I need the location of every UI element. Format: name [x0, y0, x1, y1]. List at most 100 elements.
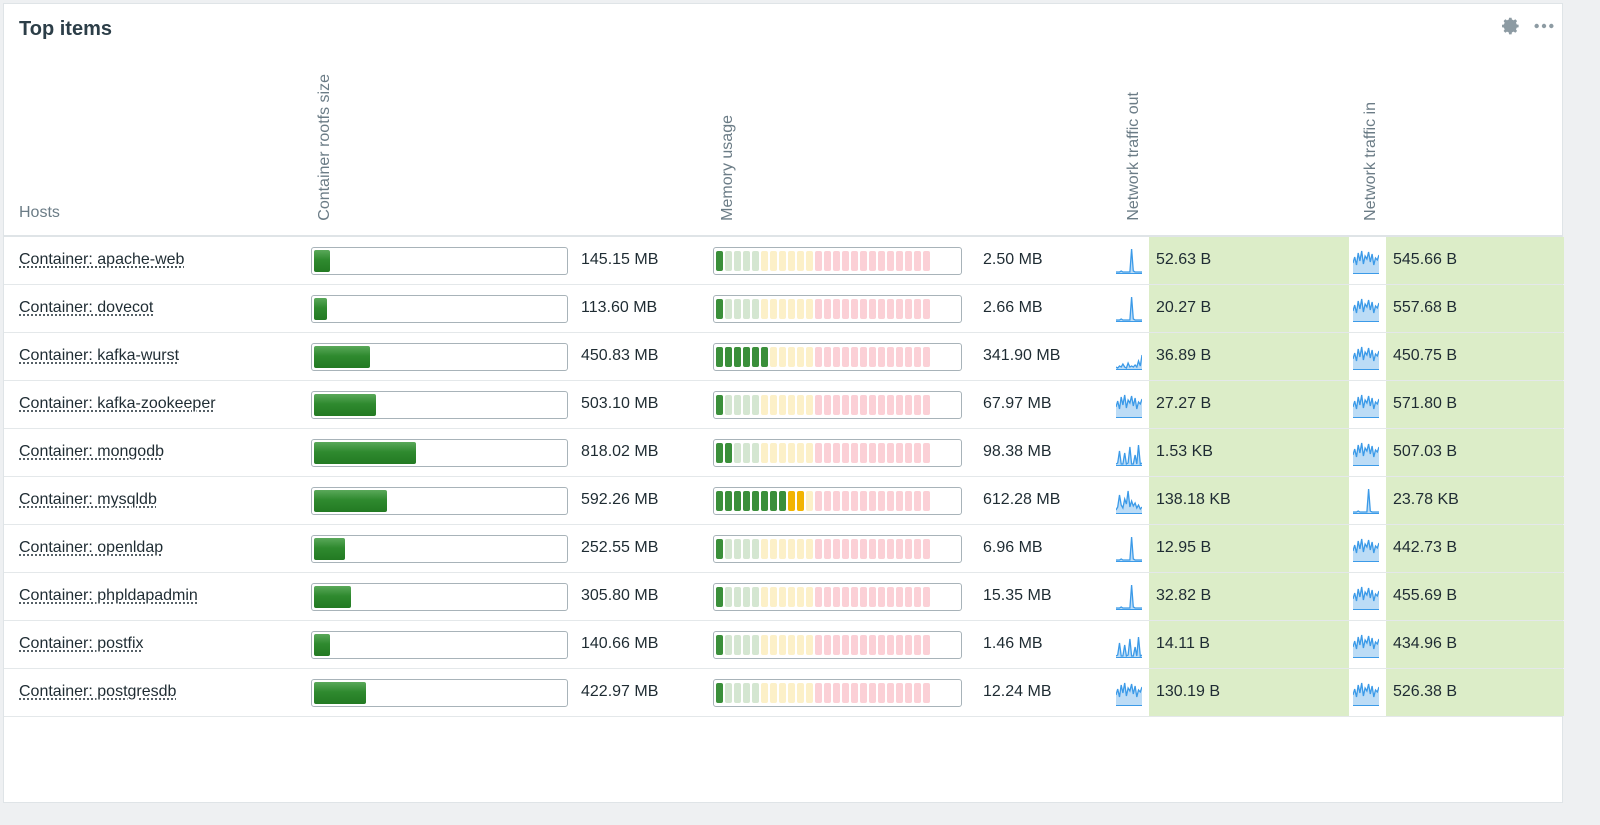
gear-icon[interactable]	[1498, 14, 1522, 38]
traffic-out-value: 14.11 B	[1156, 635, 1210, 652]
sparkline-icon[interactable]	[1116, 247, 1142, 275]
memory-indicator-segment	[896, 539, 903, 559]
sparkline-icon[interactable]	[1353, 487, 1379, 515]
traffic-in-value: 450.75 B	[1393, 347, 1458, 364]
sparkline-icon[interactable]	[1352, 679, 1380, 707]
memory-indicator-segment	[806, 539, 813, 559]
traffic-out-cell-highlight	[1149, 285, 1349, 332]
memory-indicator-segment	[860, 539, 867, 559]
memory-indicator-segment	[770, 251, 777, 271]
rootfs-bar-fill	[314, 346, 370, 368]
sparkline-icon[interactable]	[1115, 631, 1143, 659]
memory-indicator-segment	[779, 443, 786, 463]
sparkline-icon[interactable]	[1115, 343, 1143, 371]
sparkline-icon[interactable]	[1115, 679, 1143, 707]
more-icon[interactable]	[1532, 14, 1556, 38]
sparkline-icon[interactable]	[1352, 391, 1380, 419]
memory-indicator-segment	[914, 443, 921, 463]
memory-indicator-segment	[824, 443, 831, 463]
host-link[interactable]: Container: dovecot	[19, 299, 154, 316]
host-link[interactable]: Container: postgresdb	[19, 683, 177, 700]
memory-indicator-segment	[752, 491, 759, 511]
table-row: Container: kafka-zookeeper 503.10 MB 67.97…	[4, 381, 1564, 429]
host-link[interactable]: Container: openldap	[19, 539, 164, 556]
memory-indicator-segment	[842, 347, 849, 367]
host-link[interactable]: Container: postfix	[19, 635, 144, 652]
memory-indicator-segment	[770, 347, 777, 367]
sparkline-icon[interactable]	[1352, 247, 1380, 275]
memory-indicator-segment	[788, 539, 795, 559]
memory-indicator-segment	[914, 395, 921, 415]
sparkline-icon[interactable]	[1115, 487, 1143, 515]
memory-indicator-segment	[923, 395, 930, 415]
host-link[interactable]: Container: kafka-wurst	[19, 347, 180, 364]
memory-indicator-segment	[743, 299, 750, 319]
memory-indicator-segment	[851, 539, 858, 559]
table-header: Hosts Container rootfs size Memory usage…	[4, 4, 1562, 237]
rootfs-bar	[311, 439, 568, 467]
traffic-out-cell-highlight	[1149, 525, 1349, 572]
memory-value: 98.38 MB	[983, 443, 1052, 460]
memory-indicator-segment	[833, 539, 840, 559]
memory-indicator-segment	[797, 395, 804, 415]
memory-indicator-segment	[779, 539, 786, 559]
traffic-in-value: 507.03 B	[1393, 443, 1458, 460]
memory-indicator-segment	[797, 491, 804, 511]
memory-indicator-segment	[725, 347, 732, 367]
memory-indicator-segment	[887, 251, 894, 271]
memory-indicator-segment	[851, 683, 858, 703]
traffic-out-cell-highlight	[1149, 573, 1349, 620]
memory-indicator-segment	[896, 299, 903, 319]
sparkline-icon[interactable]	[1116, 535, 1142, 563]
sparkline-icon[interactable]	[1115, 439, 1143, 467]
memory-indicator-segment	[896, 443, 903, 463]
memory-value: 15.35 MB	[983, 587, 1052, 604]
memory-indicator-segment	[842, 539, 849, 559]
sparkline-icon[interactable]	[1115, 391, 1143, 419]
traffic-in-cell-highlight	[1386, 429, 1564, 476]
memory-value: 341.90 MB	[983, 347, 1061, 364]
memory-indicator-segment	[734, 299, 741, 319]
host-link[interactable]: Container: phpldapadmin	[19, 587, 198, 604]
rootfs-bar	[311, 583, 568, 611]
memory-indicator-segment	[860, 491, 867, 511]
memory-indicator-segment	[896, 683, 903, 703]
memory-value: 67.97 MB	[983, 395, 1052, 412]
memory-value: 6.96 MB	[983, 539, 1043, 556]
sparkline-icon[interactable]	[1352, 295, 1380, 323]
sparkline-icon[interactable]	[1116, 583, 1142, 611]
sparkline-icon[interactable]	[1352, 631, 1380, 659]
table-row: Container: postfix 140.66 MB 1.46 MB 14.11 …	[4, 621, 1564, 669]
host-link[interactable]: Container: kafka-zookeeper	[19, 395, 216, 412]
memory-indicator-segment	[905, 347, 912, 367]
memory-indicator-segment	[923, 587, 930, 607]
memory-indicator-segment	[743, 635, 750, 655]
sparkline-icon[interactable]	[1352, 343, 1380, 371]
traffic-out-cell-highlight	[1149, 333, 1349, 380]
host-link[interactable]: Container: mongodb	[19, 443, 164, 460]
sparkline-icon[interactable]	[1352, 583, 1380, 611]
memory-indicator-segment	[851, 251, 858, 271]
memory-indicator-segment	[914, 539, 921, 559]
sparkline-icon[interactable]	[1116, 295, 1142, 323]
memory-indicator-segment	[788, 251, 795, 271]
memory-indicator-segment	[896, 635, 903, 655]
memory-indicator-segment	[869, 443, 876, 463]
memory-indicator	[713, 439, 962, 467]
sparkline-icon[interactable]	[1352, 439, 1380, 467]
memory-indicator-segment	[842, 491, 849, 511]
memory-indicator-segment	[806, 683, 813, 703]
memory-indicator-segment	[869, 539, 876, 559]
rootfs-bar	[311, 343, 568, 371]
memory-indicator-segment	[779, 683, 786, 703]
host-link[interactable]: Container: mysqldb	[19, 491, 157, 508]
memory-indicator-segment	[716, 251, 723, 271]
memory-indicator-segment	[833, 251, 840, 271]
traffic-in-cell-highlight	[1386, 573, 1564, 620]
memory-indicator-segment	[752, 347, 759, 367]
host-link[interactable]: Container: apache-web	[19, 251, 185, 268]
memory-indicator-segment	[725, 443, 732, 463]
traffic-out-value: 36.89 B	[1156, 347, 1212, 364]
memory-indicator-segment	[761, 539, 768, 559]
sparkline-icon[interactable]	[1352, 535, 1380, 563]
